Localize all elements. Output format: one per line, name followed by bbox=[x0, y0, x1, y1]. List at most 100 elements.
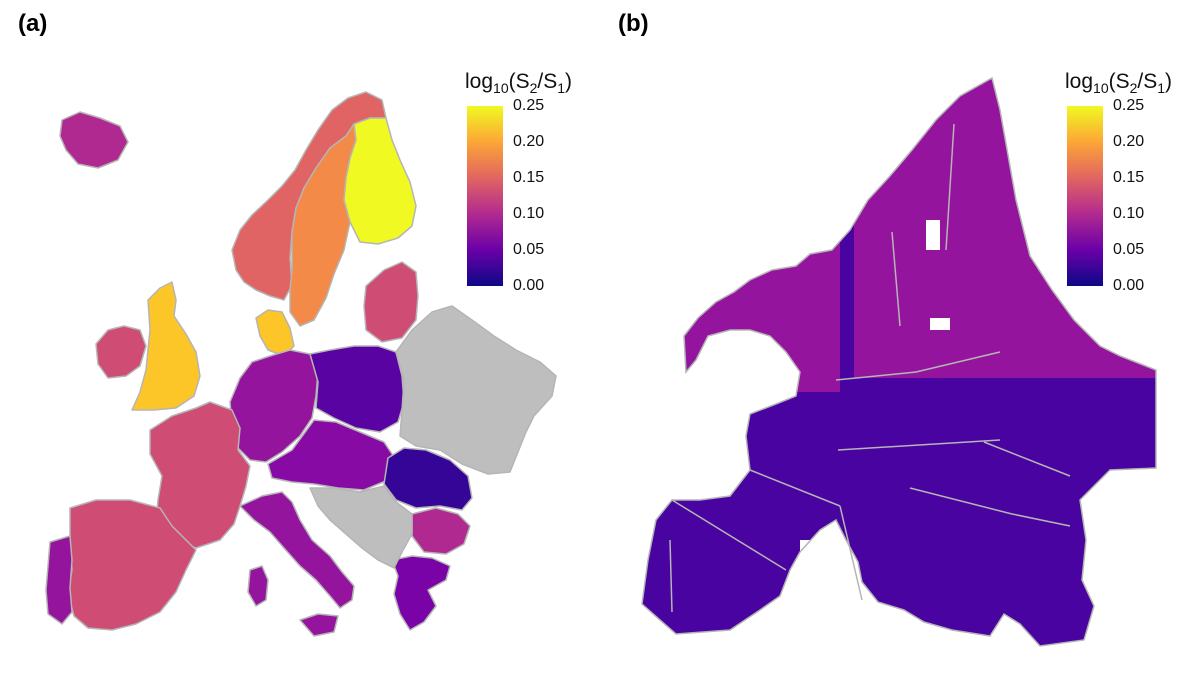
raster-cell bbox=[854, 364, 868, 378]
raster-cell bbox=[686, 476, 700, 490]
raster-cell bbox=[952, 504, 966, 518]
raster-cell bbox=[966, 294, 980, 308]
raster-cell bbox=[1134, 546, 1148, 560]
raster-cell bbox=[1050, 434, 1064, 448]
raster-cell bbox=[868, 532, 882, 546]
raster-cell bbox=[938, 448, 952, 462]
raster-cell bbox=[644, 140, 658, 154]
raster-cell bbox=[1008, 476, 1022, 490]
raster-cell bbox=[672, 462, 686, 476]
raster-cell bbox=[742, 210, 756, 224]
raster-cell bbox=[770, 448, 784, 462]
raster-cell bbox=[686, 490, 700, 504]
raster-cell bbox=[910, 112, 924, 126]
raster-cell bbox=[868, 378, 882, 392]
raster-cell bbox=[952, 126, 966, 140]
legend-a: log10(S2/S1) 0.25 0.20 0.15 0.10 0.05 0.00 bbox=[465, 70, 605, 300]
raster-cell bbox=[826, 84, 840, 98]
raster-cell bbox=[728, 112, 742, 126]
raster-cell bbox=[1134, 448, 1148, 462]
raster-cell bbox=[840, 434, 854, 448]
raster-cell bbox=[910, 644, 924, 646]
raster-cell bbox=[840, 490, 854, 504]
raster-cell bbox=[658, 84, 672, 98]
raster-cell bbox=[826, 420, 840, 434]
raster-cell bbox=[798, 98, 812, 112]
raster-cell bbox=[868, 434, 882, 448]
raster-cell bbox=[1162, 574, 1176, 588]
raster-cell bbox=[966, 504, 980, 518]
raster-cell bbox=[994, 462, 1008, 476]
raster-cell bbox=[642, 560, 644, 574]
raster-cell bbox=[1022, 420, 1036, 434]
raster-cell bbox=[798, 630, 812, 644]
raster-cell bbox=[658, 448, 672, 462]
raster-cell bbox=[784, 154, 798, 168]
raster-cell bbox=[644, 392, 658, 406]
raster-cell bbox=[854, 602, 868, 616]
raster-cell bbox=[1134, 336, 1148, 350]
raster-cell bbox=[966, 406, 980, 420]
raster-cell bbox=[784, 238, 798, 252]
country-romania bbox=[383, 447, 473, 511]
raster-cell bbox=[938, 126, 952, 140]
raster-cell bbox=[686, 658, 700, 672]
raster-cell bbox=[854, 182, 868, 196]
raster-cell bbox=[812, 112, 826, 126]
raster-cell bbox=[770, 196, 784, 210]
raster-cell bbox=[756, 140, 770, 154]
raster-cell bbox=[728, 406, 742, 420]
raster-cell bbox=[1064, 588, 1078, 602]
raster-cell bbox=[1022, 532, 1036, 546]
raster-cell bbox=[644, 294, 658, 308]
raster-cell bbox=[728, 196, 742, 210]
raster-cell bbox=[1134, 588, 1148, 602]
raster-cell bbox=[728, 182, 742, 196]
raster-cell bbox=[924, 630, 938, 644]
raster-cell bbox=[938, 476, 952, 490]
raster-cell bbox=[868, 322, 882, 336]
raster-cell bbox=[1120, 644, 1134, 646]
raster-cell bbox=[658, 644, 672, 646]
raster-cell bbox=[1078, 350, 1092, 364]
raster-cell bbox=[938, 644, 952, 646]
raster-cell bbox=[1008, 322, 1022, 336]
raster-cell bbox=[714, 630, 728, 644]
raster-cell bbox=[784, 490, 798, 504]
raster-cell bbox=[1008, 308, 1022, 322]
raster-cell bbox=[854, 238, 868, 252]
raster-cell bbox=[882, 546, 896, 560]
raster-cell bbox=[910, 658, 924, 672]
raster-cell bbox=[1092, 350, 1106, 364]
raster-cell bbox=[1008, 658, 1022, 672]
raster-cell bbox=[826, 252, 840, 266]
raster-cell bbox=[756, 112, 770, 126]
raster-cell bbox=[1008, 78, 1022, 84]
raster-cell bbox=[980, 98, 994, 112]
country-border bbox=[837, 439, 1001, 451]
raster-cell bbox=[938, 406, 952, 420]
raster-cell bbox=[770, 182, 784, 196]
raster-cell bbox=[896, 518, 910, 532]
raster-cell bbox=[644, 336, 658, 350]
raster-cell bbox=[1008, 210, 1022, 224]
raster-cell bbox=[812, 462, 826, 476]
raster-cell bbox=[938, 336, 952, 350]
raster-cell bbox=[1120, 490, 1134, 504]
raster-cell bbox=[770, 112, 784, 126]
raster-cell bbox=[756, 224, 770, 238]
raster-cell bbox=[770, 532, 784, 546]
raster-cell bbox=[882, 532, 896, 546]
raster-cell bbox=[672, 266, 686, 280]
raster-cell bbox=[1148, 532, 1156, 546]
raster-cell bbox=[868, 78, 882, 84]
raster-cell bbox=[700, 168, 714, 182]
raster-cell bbox=[714, 476, 728, 490]
legend-title-b: log10(S2/S1) bbox=[1065, 70, 1173, 97]
raster-cell bbox=[798, 322, 812, 336]
raster-cell bbox=[826, 448, 840, 462]
raster-cell bbox=[854, 126, 868, 140]
raster-cell bbox=[826, 294, 840, 308]
raster-cell bbox=[742, 560, 756, 574]
raster-cell bbox=[966, 364, 980, 378]
